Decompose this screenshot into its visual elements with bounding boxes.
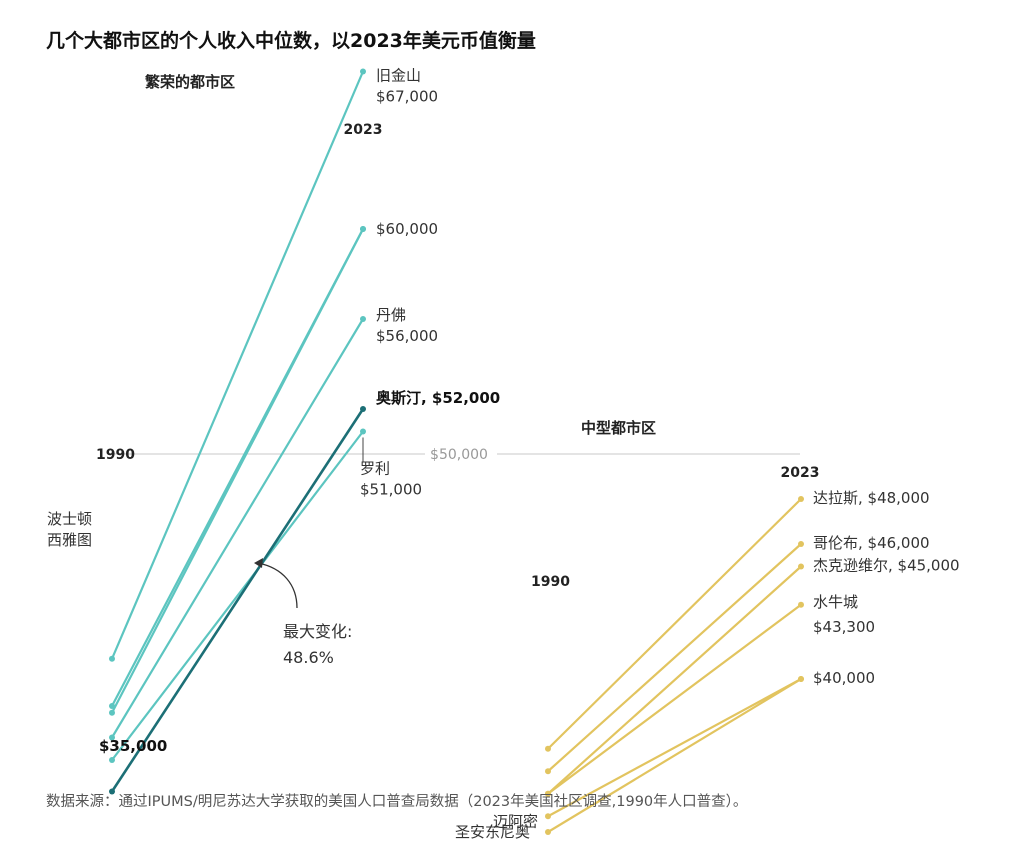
annotation-line-1: 48.6%: [283, 648, 334, 667]
mid-label-2: 杰克逊维尔, $45,000: [813, 557, 960, 575]
mid-point-2023-0: [798, 496, 804, 502]
series-line-5: [111, 430, 364, 761]
x-tick-label-2023: 2023: [344, 122, 383, 138]
mid-series-line-1: [547, 543, 802, 773]
annotation-line-0: 最大变化:: [283, 622, 352, 641]
point-1990-0: [109, 655, 115, 662]
mid-point-2023-2: [798, 563, 804, 570]
mid-series-line-2: [547, 565, 802, 795]
series-line-0: [110, 71, 365, 660]
point-2023-4: [360, 406, 366, 412]
point-2023-5: [360, 428, 366, 435]
source-note: 数据来源：通过IPUMS/明尼苏达大学获取的美国人口普查局数据（2023年美国社…: [46, 794, 748, 810]
mid-label-0: 达拉斯, $48,000: [813, 489, 930, 507]
label-line-5-0: 罗利: [360, 460, 390, 478]
point-2023-3: [360, 316, 366, 322]
mid-left-label-5: 圣安东尼奥: [455, 823, 530, 841]
mid-point-1990-5: [545, 829, 551, 835]
point-1990-4: [109, 788, 115, 795]
x-tick-label-2023-mid: 2023: [781, 465, 820, 481]
x-tick-label-1990-mid: 1990: [531, 574, 570, 590]
mid-point-2023-3: [798, 601, 804, 608]
mid-point-1990-3: [545, 790, 551, 797]
label-line-5-1: $51,000: [360, 481, 422, 499]
annotation-arrowhead: [254, 558, 263, 568]
mid-point-1990-1: [545, 768, 551, 775]
point-2023-2: [360, 226, 366, 232]
annotation-arrow: [257, 562, 298, 609]
mid-label-1: 哥伦布, $46,000: [813, 534, 930, 552]
reference-line-label: $50,000: [430, 447, 488, 463]
mid-point-2023-5: [798, 676, 804, 682]
panel-subtitle-midsize: 中型都市区: [581, 419, 656, 437]
mid-series-line-3: [547, 603, 802, 795]
label-line-3-1: $56,000: [376, 327, 438, 345]
chart-title: 几个大都市区的个人收入中位数，以2023年美元币值衡量: [46, 30, 536, 52]
label-line-1-0: $60,000: [376, 220, 438, 238]
mid-series-line-5: [547, 678, 802, 833]
point-2023-0: [360, 68, 366, 75]
label-line-0-0: 旧金山: [376, 67, 421, 85]
label-line-4-0: 奥斯汀, $52,000: [376, 389, 500, 407]
mid-label-3-1: $43,300: [813, 618, 875, 636]
mid-series-line-0: [547, 498, 802, 750]
left-label-1: 西雅图: [47, 531, 92, 549]
left-label-0: 波士顿: [47, 510, 92, 528]
min-value-label: $35,000: [99, 737, 167, 755]
point-1990-3: [109, 734, 115, 741]
point-1990-2: [109, 709, 115, 716]
x-tick-label-1990: 1990: [96, 447, 135, 463]
series-line-3: [111, 318, 364, 739]
label-line-0-1: $67,000: [376, 88, 438, 106]
mid-point-2023-1: [798, 541, 804, 547]
series-line-4: [110, 408, 365, 793]
point-1990-5: [109, 757, 115, 763]
mid-left-label-4: 迈阿密: [493, 812, 538, 830]
series-line-2: [111, 228, 364, 714]
mid-series-line-4: [547, 678, 802, 818]
mid-label-5-1: $40,000: [813, 669, 875, 687]
label-line-3-0: 丹佛: [376, 306, 406, 324]
mid-point-1990-0: [545, 745, 551, 752]
mid-point-1990-4: [545, 813, 551, 820]
panel-subtitle-prosperous: 繁荣的都市区: [144, 73, 235, 91]
mid-label-3-0: 水牛城: [813, 593, 858, 611]
